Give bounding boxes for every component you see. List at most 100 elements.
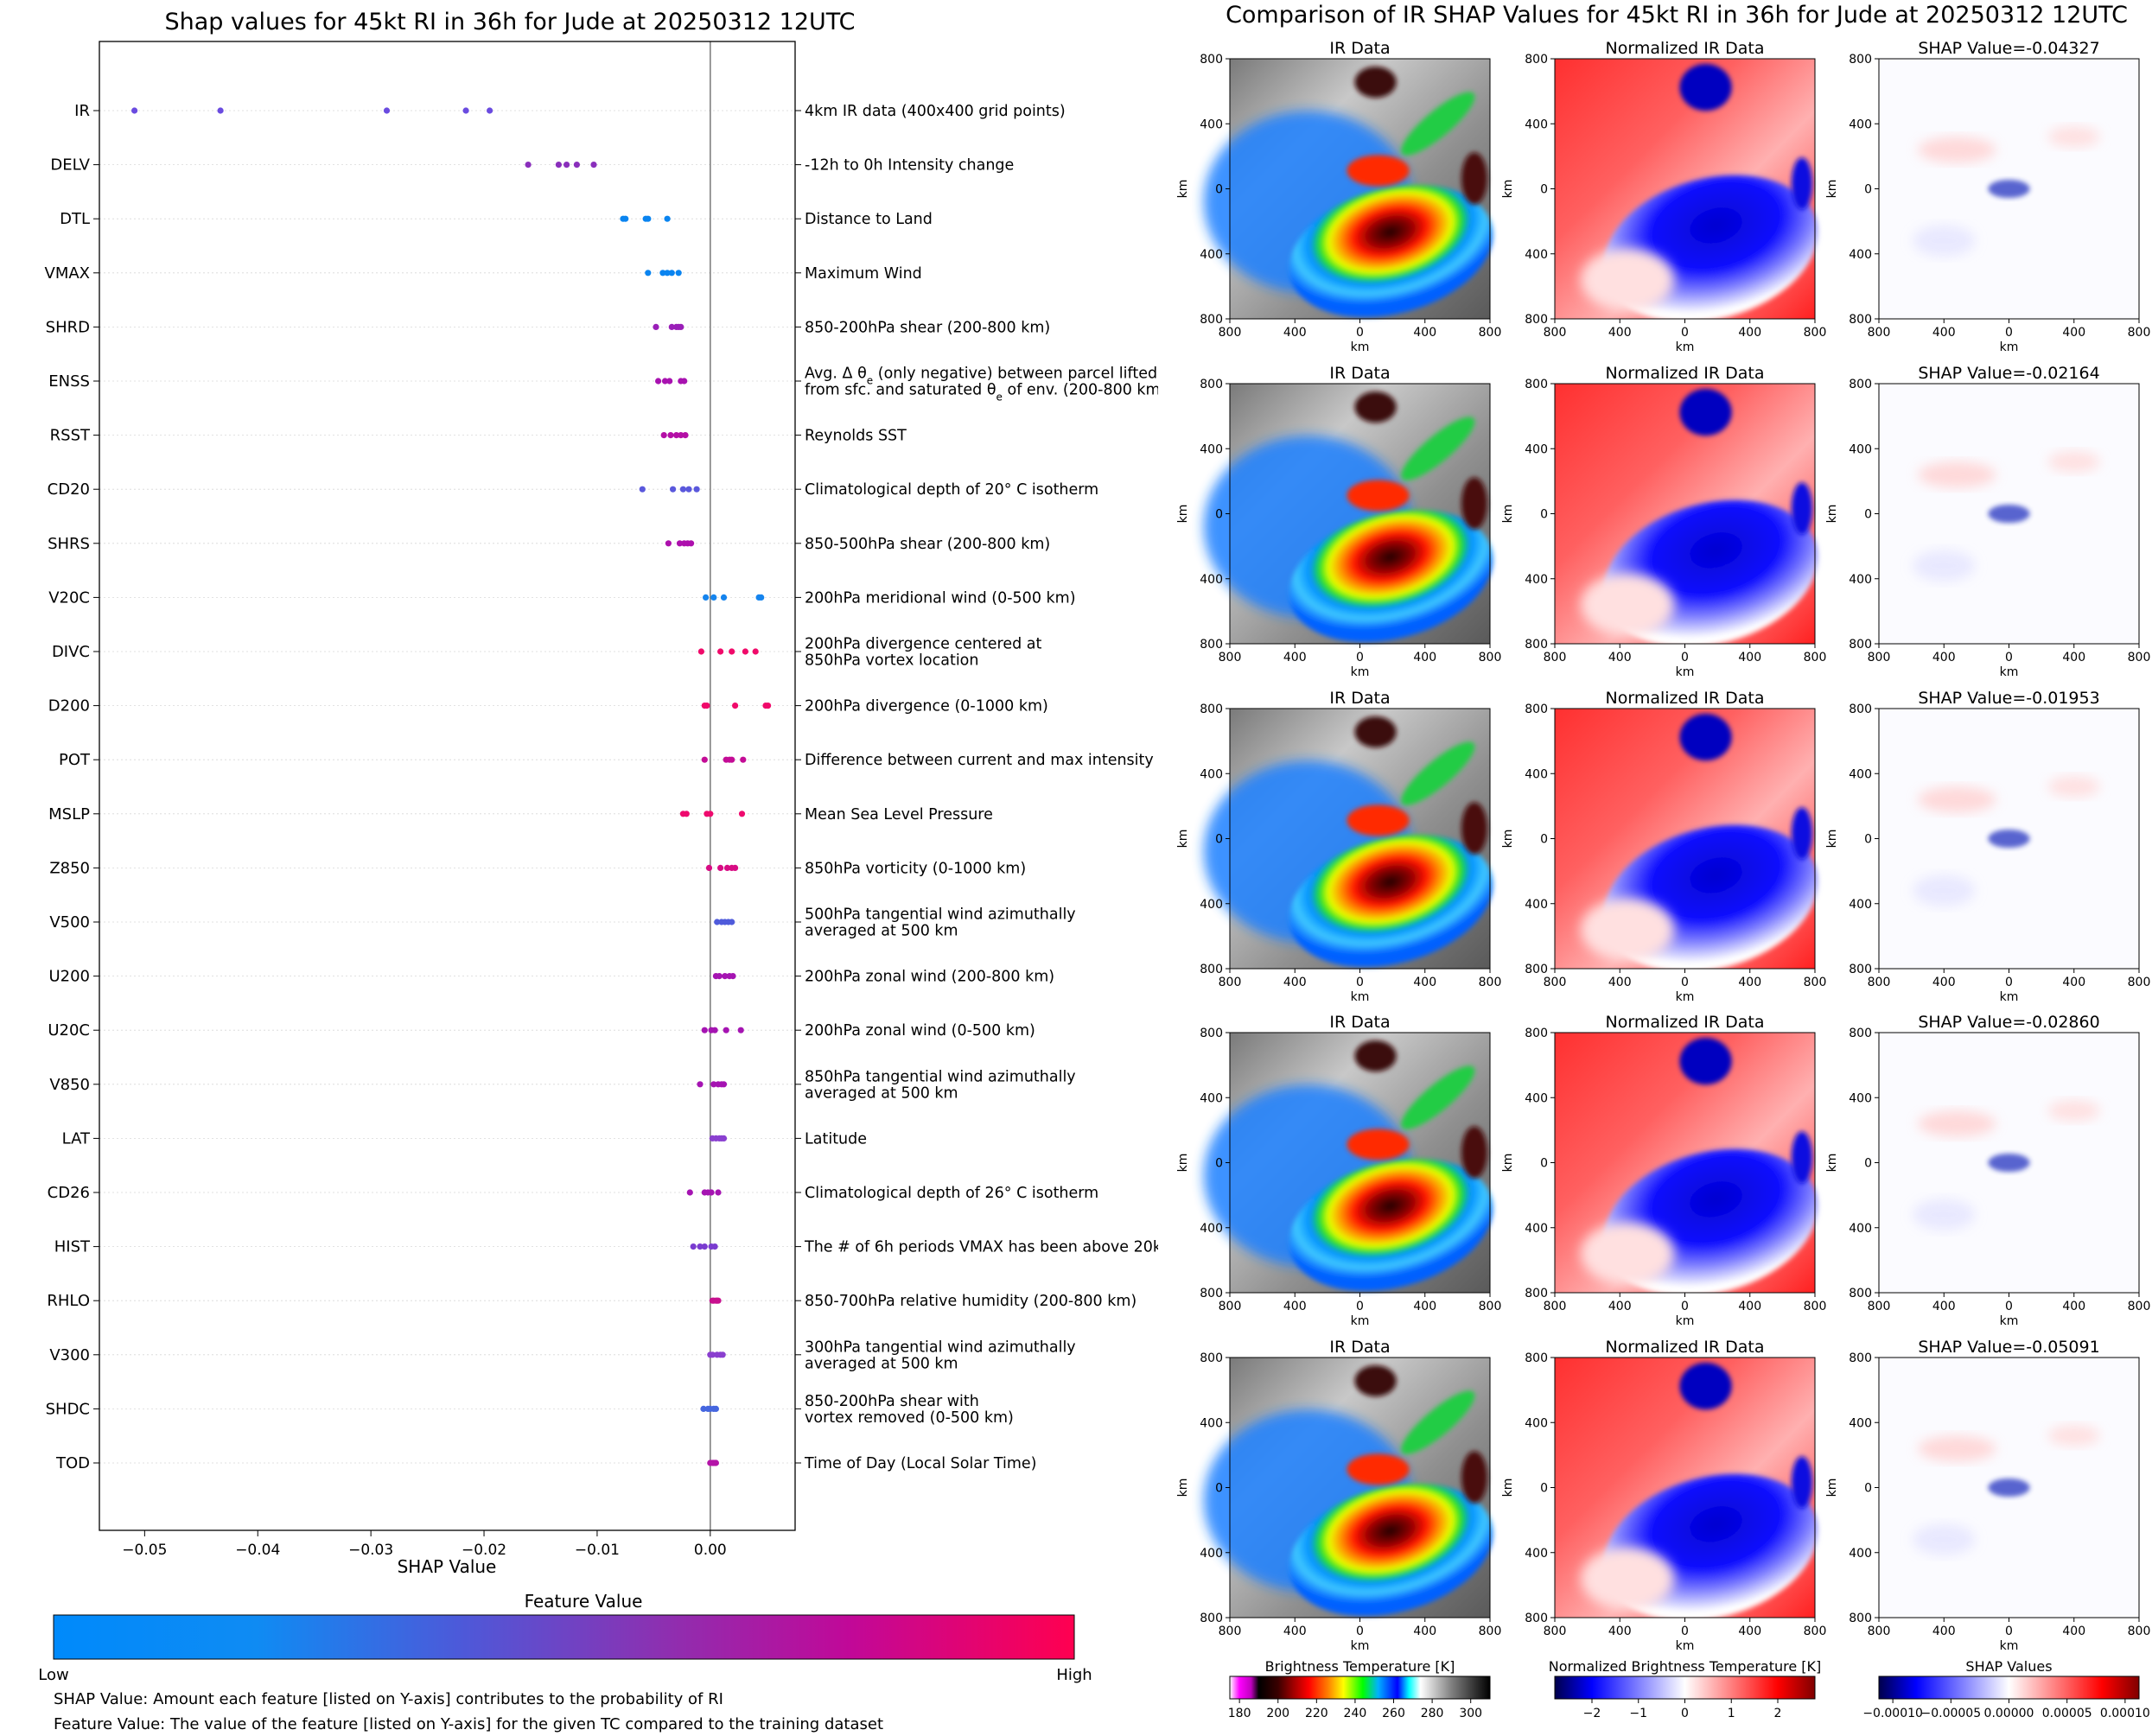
convective-core <box>1289 1484 1493 1617</box>
cold-cloud-top <box>1354 67 1397 99</box>
shap-point <box>711 1027 718 1033</box>
feature-description: 850-500hPa shear (200-800 km) <box>805 536 1050 553</box>
feature-description: 200hPa meridional wind (0-500 km) <box>805 589 1076 607</box>
feature-description: 200hPa zonal wind (0-500 km) <box>805 1022 1035 1040</box>
x-tick-label: 0 <box>1681 1300 1689 1313</box>
x-axis-label: km <box>1676 990 1695 1004</box>
y-tick-label: 0 <box>1215 508 1223 522</box>
x-tick-label: 800 <box>1479 1300 1502 1313</box>
shap-point <box>732 864 739 872</box>
positive-shap-area <box>2047 126 2100 148</box>
y-tick-label: 400 <box>1525 118 1548 131</box>
y-axis-label: km <box>1176 830 1190 849</box>
x-tick-label: 800 <box>1868 326 1891 340</box>
x-tick-label: 400 <box>1932 1625 1956 1638</box>
colorbar-tick-label: 280 <box>1421 1707 1444 1720</box>
shap-point <box>697 1243 704 1250</box>
y-tick-label: 0 <box>1215 1157 1223 1171</box>
shap-point <box>711 1243 718 1250</box>
y-axis-label: km <box>1176 1154 1190 1173</box>
convective-cell <box>1347 804 1410 836</box>
feature-name-label: DELV <box>50 156 90 175</box>
x-tick-label: 800 <box>1479 326 1502 340</box>
x-axis-label: km <box>2000 1314 2019 1328</box>
shap-point <box>707 811 714 817</box>
shap-point <box>661 378 669 385</box>
feature-name-label: HIST <box>54 1238 91 1256</box>
shap-point <box>667 432 674 439</box>
colorbar-high-label: High <box>1056 1666 1092 1684</box>
comparison-title: Comparison of IR SHAP Values for 45kt RI… <box>1226 2 2128 29</box>
x-tick-label: 400 <box>1413 651 1436 665</box>
x-tick-label: 400 <box>2062 976 2085 989</box>
y-tick-label: 800 <box>1200 703 1223 716</box>
x-tick-label: 800 <box>1804 1625 1827 1638</box>
panel-title: IR Data <box>1329 1013 1390 1032</box>
panel-colorbars: Brightness Temperature [K] 180 200 220 240 26… <box>1228 1658 2150 1720</box>
brightness-temperature-colorbar: Brightness Temperature [K] 180 200 220 240 26… <box>1228 1658 1491 1720</box>
y-tick-label: 800 <box>1200 53 1223 67</box>
normalized-ir-panel: Normalized IR Data8008004004000040040080… <box>1501 364 1827 679</box>
colorbar-low-label: Low <box>38 1666 68 1684</box>
x-tick-label: 0 <box>1356 1300 1364 1313</box>
shap-point <box>719 1351 726 1358</box>
x-tick-label: 400 <box>1738 326 1761 340</box>
positive-shap-area <box>1918 1435 1996 1462</box>
feature-description: Difference between current and max inten… <box>805 752 1154 769</box>
feature-description: averaged at 500 km <box>805 1084 958 1102</box>
colorbar-title: Feature Value <box>525 1591 643 1612</box>
feature-description: 300hPa tangential wind azimuthally <box>805 1339 1076 1356</box>
x-tick-label: −0.01 <box>575 1542 620 1559</box>
feature-value-colorbar <box>53 1614 1075 1660</box>
shap-point <box>670 486 677 493</box>
x-tick-label: 800 <box>1219 1625 1242 1638</box>
shap-point <box>697 648 705 655</box>
x-axis-label: km <box>2000 665 2019 679</box>
shap-point <box>715 1297 722 1304</box>
footnote-shap-value: SHAP Value: Amount each feature [listed … <box>54 1690 723 1708</box>
shap-point <box>645 270 652 277</box>
x-tick-label: 400 <box>2062 326 2085 340</box>
x-tick-label: 800 <box>2128 976 2151 989</box>
panel-title: Normalized IR Data <box>1606 1338 1765 1357</box>
shap-map-panel: SHAP Value=-0.05091800800400400004004008… <box>1825 1338 2150 1653</box>
cloud-band <box>1401 741 1475 805</box>
y-tick-label: 800 <box>1849 1027 1872 1040</box>
positive-shap-area <box>1918 1110 1996 1137</box>
x-tick-label: 400 <box>1932 651 1956 665</box>
y-tick-label: 800 <box>1849 703 1872 716</box>
x-tick-label: 0 <box>2005 651 2013 665</box>
y-tick-label: 400 <box>1200 1222 1223 1236</box>
convective-cell <box>1347 155 1410 187</box>
y-tick-label: 800 <box>1200 378 1223 391</box>
feature-name-label: MSLP <box>48 805 90 823</box>
y-tick-label: 400 <box>1849 442 1872 456</box>
x-tick-label: 400 <box>1608 651 1632 665</box>
x-tick-label: 800 <box>1868 1625 1891 1638</box>
y-tick-label: 800 <box>1525 1612 1548 1625</box>
y-tick-label: 400 <box>1849 573 1872 587</box>
cloud-band <box>1401 92 1475 156</box>
y-tick-label: 800 <box>1525 963 1548 976</box>
x-axis-label: km <box>1676 340 1695 354</box>
x-tick-label: 800 <box>1804 651 1827 665</box>
colorbar-tick-label: −0.00005 <box>1921 1707 1982 1720</box>
y-tick-label: 0 <box>1215 1482 1223 1496</box>
shap-point <box>668 323 675 330</box>
shap-point <box>717 648 724 655</box>
x-tick-label: 0 <box>2005 1300 2013 1313</box>
panel-title: IR Data <box>1329 1338 1390 1357</box>
x-tick-label: 400 <box>2062 1625 2085 1638</box>
y-axis-label: km <box>1825 180 1839 199</box>
feature-name-label: DIVC <box>52 643 90 661</box>
cold-region <box>1679 1038 1732 1085</box>
feature-name-label: CD20 <box>48 480 90 499</box>
x-axis-label: km <box>2000 990 2019 1004</box>
y-axis-label: km <box>1501 505 1515 524</box>
x-tick-label: 800 <box>2128 1625 2151 1638</box>
normalized-ir-panel: Normalized IR Data8008004004000040040080… <box>1501 1013 1826 1328</box>
x-axis-label: km <box>1676 1639 1695 1653</box>
y-axis: IR DELV DTL VMAX SHRD ENSS RSST CD20 SHRS V20C DIV… <box>45 102 801 1472</box>
feature-description: 200hPa zonal wind (200-800 km) <box>805 969 1054 986</box>
